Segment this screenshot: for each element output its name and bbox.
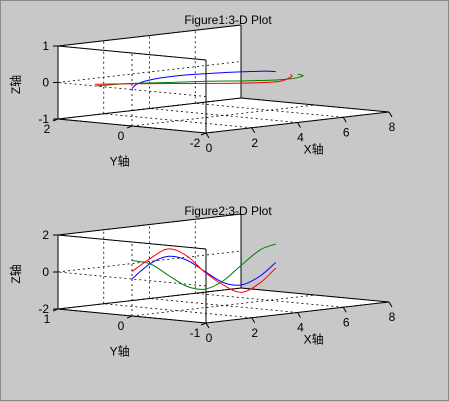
- y-tick-mark: [126, 315, 133, 319]
- x-tick-mark: [297, 312, 301, 318]
- z-tick-label: 0: [42, 265, 49, 279]
- x-tick-mark: [342, 306, 347, 313]
- z-axis-label: Z轴: [8, 264, 23, 283]
- x-tick-label: 8: [389, 310, 396, 324]
- x-tick-mark: [251, 127, 256, 134]
- box-edge: [57, 45, 207, 61]
- x-tick-mark: [388, 301, 393, 308]
- box-edge: [57, 24, 242, 47]
- grid-line: [131, 294, 316, 317]
- x-tick-label: 4: [297, 131, 304, 145]
- x-tick-label: 0: [206, 141, 213, 155]
- chart-title: Figure1:3-D Plot: [184, 13, 272, 27]
- x-tick-mark: [251, 317, 256, 324]
- series-line-3: [94, 74, 293, 85]
- chart-2: 0 2 4 6 8 -1 0 1-2 0 2 X轴 Y轴 Z轴 Figure2:3-D Plot: [8, 204, 396, 358]
- x-axis-label: X轴: [304, 141, 324, 156]
- x-tick-label: 8: [389, 120, 396, 134]
- box-edge: [57, 213, 242, 236]
- grid-line: [57, 61, 242, 83]
- grid-line: [57, 250, 242, 273]
- y-tick-mark: [200, 132, 207, 136]
- x-tick-label: 4: [297, 321, 304, 335]
- z-tick-label: 0: [42, 76, 49, 90]
- z-axis-label: Z轴: [8, 75, 23, 94]
- y-tick-label: -1: [190, 326, 201, 340]
- y-tick-label: 1: [44, 312, 51, 326]
- box-edge: [57, 97, 242, 120]
- x-tick-mark: [297, 122, 301, 128]
- series-line-1: [131, 255, 277, 286]
- series-line-2: [131, 243, 276, 290]
- grid-line: [131, 104, 316, 127]
- x-tick-label: 2: [251, 326, 258, 340]
- x-axis-label: X轴: [304, 331, 324, 346]
- z-tick-label: 1: [42, 39, 49, 53]
- y-tick-label: 0: [118, 319, 125, 333]
- x-tick-mark: [388, 111, 393, 118]
- x-tick-mark: [205, 132, 210, 139]
- y-tick-mark: [126, 125, 133, 129]
- box-edge: [240, 287, 390, 303]
- box-edge: [57, 287, 242, 310]
- x-tick-label: 2: [251, 136, 258, 150]
- y-tick-mark: [200, 322, 207, 326]
- series-line-3: [131, 248, 277, 293]
- x-tick-mark: [205, 322, 210, 329]
- x-tick-label: 6: [343, 315, 350, 329]
- y-tick-label: 0: [118, 129, 125, 143]
- x-tick-mark: [342, 116, 347, 123]
- x-tick-label: 6: [343, 125, 350, 139]
- box-edge: [57, 234, 207, 250]
- y-axis-label: Y轴: [110, 343, 130, 358]
- x-tick-label: 0: [206, 331, 213, 345]
- z-tick-label: -2: [38, 302, 49, 316]
- box-edge: [240, 97, 390, 113]
- y-tick-label: 2: [44, 122, 51, 136]
- z-tick-label: -1: [38, 112, 49, 126]
- y-tick-label: -2: [190, 136, 201, 150]
- y-axis-label: Y轴: [110, 153, 130, 168]
- z-tick-label: 2: [42, 228, 49, 242]
- chart-title: Figure2:3-D Plot: [184, 204, 272, 218]
